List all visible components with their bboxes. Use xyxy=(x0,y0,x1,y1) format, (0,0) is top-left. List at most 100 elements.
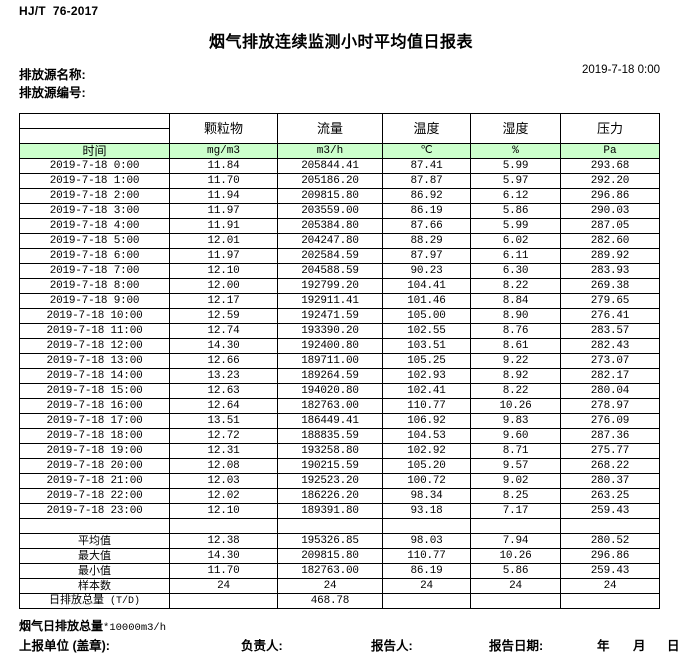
spacer-cell xyxy=(560,518,660,534)
header-unit-pressure: Pa xyxy=(560,143,660,159)
cell-value: 103.51 xyxy=(382,338,471,354)
cell-value: 280.04 xyxy=(560,383,660,399)
cell-value: 8.84 xyxy=(470,293,561,309)
cell-value: 12.31 xyxy=(169,443,278,459)
cell-value: 104.41 xyxy=(382,278,471,294)
cell-time: 2019-7-18 20:00 xyxy=(19,458,170,474)
cell-value: 12.74 xyxy=(169,323,278,339)
cell-value: 205384.80 xyxy=(277,218,383,234)
header-param-pressure: 压力 xyxy=(560,113,660,144)
cell-value: 110.77 xyxy=(382,398,471,414)
header-unit-time: 时间 xyxy=(19,143,170,159)
table-row: 2019-7-18 18:00 12.72 188835.59 104.53 9.60 2… xyxy=(19,428,660,444)
cell-value: 12.01 xyxy=(169,233,278,249)
cell-value: 6.02 xyxy=(470,233,561,249)
cell-time: 2019-7-18 3:00 xyxy=(19,203,170,219)
cell-value: 192523.20 xyxy=(277,473,383,489)
summary-value: 280.52 xyxy=(560,533,660,549)
header-param-particulate: 颗粒物 xyxy=(169,113,278,144)
cell-value: 12.64 xyxy=(169,398,278,414)
cell-time: 2019-7-18 15:00 xyxy=(19,383,170,399)
cell-value: 282.17 xyxy=(560,368,660,384)
cell-value: 12.03 xyxy=(169,473,278,489)
summary-value: 182763.00 xyxy=(277,563,383,579)
cell-value: 102.41 xyxy=(382,383,471,399)
cell-value: 8.22 xyxy=(470,278,561,294)
cell-value: 8.61 xyxy=(470,338,561,354)
table-row: 2019-7-18 14:00 13.23 189264.59 102.93 8.92 2… xyxy=(19,368,660,384)
cell-value: 279.65 xyxy=(560,293,660,309)
cell-value: 204247.80 xyxy=(277,233,383,249)
spacer-cell xyxy=(19,518,170,534)
cell-time: 2019-7-18 7:00 xyxy=(19,263,170,279)
cell-value: 11.94 xyxy=(169,188,278,204)
cell-value: 182763.00 xyxy=(277,398,383,414)
spacer-cell xyxy=(277,518,383,534)
cell-value: 283.93 xyxy=(560,263,660,279)
year-label: 年 xyxy=(597,639,610,653)
page-title: 烟气排放连续监测小时平均值日报表 xyxy=(208,34,473,51)
cell-value: 6.30 xyxy=(470,263,561,279)
cell-value: 292.20 xyxy=(560,173,660,189)
cell-value: 8.25 xyxy=(470,488,561,504)
cell-time: 2019-7-18 4:00 xyxy=(19,218,170,234)
cell-value: 10.26 xyxy=(470,398,561,414)
summary-value: 209815.80 xyxy=(277,548,383,564)
summary-value: 24 xyxy=(277,578,383,594)
daily-total-note-label: 烟气日排放总量 xyxy=(19,619,104,633)
cell-value: 7.17 xyxy=(470,503,561,519)
cell-value: 13.23 xyxy=(169,368,278,384)
cell-time: 2019-7-18 22:00 xyxy=(19,488,170,504)
cell-value: 9.60 xyxy=(470,428,561,444)
header-blank-cell-0 xyxy=(19,113,170,129)
daily-total-value: 468.78 xyxy=(277,593,383,609)
table-row: 2019-7-18 0:00 11.84 205844.41 87.41 5.99 293… xyxy=(19,158,660,174)
cell-time: 2019-7-18 13:00 xyxy=(19,353,170,369)
cell-value: 5.86 xyxy=(470,203,561,219)
daily-total-value xyxy=(169,593,278,609)
responsible-person-label: 负责人: xyxy=(241,639,283,653)
table-row: 2019-7-18 1:00 11.70 205186.20 87.87 5.97 292… xyxy=(19,173,660,189)
cell-value: 263.25 xyxy=(560,488,660,504)
spacer-row xyxy=(19,518,660,534)
spacer-cell xyxy=(470,518,561,534)
summary-row: 平均值 12.38 195326.85 98.03 7.94 280.52 xyxy=(19,533,660,549)
cell-value: 12.08 xyxy=(169,458,278,474)
cell-value: 12.00 xyxy=(169,278,278,294)
table-row: 2019-7-18 21:00 12.03 192523.20 100.72 9.02 2… xyxy=(19,473,660,489)
cell-time: 2019-7-18 16:00 xyxy=(19,398,170,414)
table-row: 2019-7-18 10:00 12.59 192471.59 105.00 8.90 2… xyxy=(19,308,660,324)
cell-value: 5.97 xyxy=(470,173,561,189)
hourly-average-table: 颗粒物 流量 温度 湿度 压力 时间 mg/m3 m3/h ℃ % Pa xyxy=(19,113,660,609)
summary-value: 24 xyxy=(169,578,278,594)
cell-value: 192911.41 xyxy=(277,293,383,309)
cell-time: 2019-7-18 0:00 xyxy=(19,158,170,174)
cell-time: 2019-7-18 5:00 xyxy=(19,233,170,249)
summary-value: 12.38 xyxy=(169,533,278,549)
cell-time: 2019-7-18 17:00 xyxy=(19,413,170,429)
cell-value: 12.59 xyxy=(169,308,278,324)
cell-value: 269.38 xyxy=(560,278,660,294)
cell-value: 275.77 xyxy=(560,443,660,459)
summary-label: 最大值 xyxy=(19,548,170,564)
summary-row: 最大值 14.30 209815.80 110.77 10.26 296.86 xyxy=(19,548,660,564)
cell-value: 278.97 xyxy=(560,398,660,414)
cell-value: 87.97 xyxy=(382,248,471,264)
summary-row: 最小值 11.70 182763.00 86.19 5.86 259.43 xyxy=(19,563,660,579)
report-date-label: 报告日期: xyxy=(489,639,544,653)
cell-value: 102.93 xyxy=(382,368,471,384)
cell-value: 102.92 xyxy=(382,443,471,459)
cell-time: 2019-7-18 23:00 xyxy=(19,503,170,519)
summary-value: 195326.85 xyxy=(277,533,383,549)
cell-value: 9.57 xyxy=(470,458,561,474)
cell-value: 13.51 xyxy=(169,413,278,429)
source-name-label: 排放源名称: xyxy=(19,68,86,82)
table-row: 2019-7-18 20:00 12.08 190215.59 105.20 9.57 2… xyxy=(19,458,660,474)
header-unit-row: 时间 mg/m3 m3/h ℃ % Pa xyxy=(19,143,660,159)
table-head: 颗粒物 流量 温度 湿度 压力 时间 mg/m3 m3/h ℃ % Pa xyxy=(19,113,660,159)
cell-value: 280.37 xyxy=(560,473,660,489)
cell-value: 186449.41 xyxy=(277,413,383,429)
header-param-flow: 流量 xyxy=(277,113,383,144)
table-row: 2019-7-18 17:00 13.51 186449.41 106.92 9.83 2… xyxy=(19,413,660,429)
